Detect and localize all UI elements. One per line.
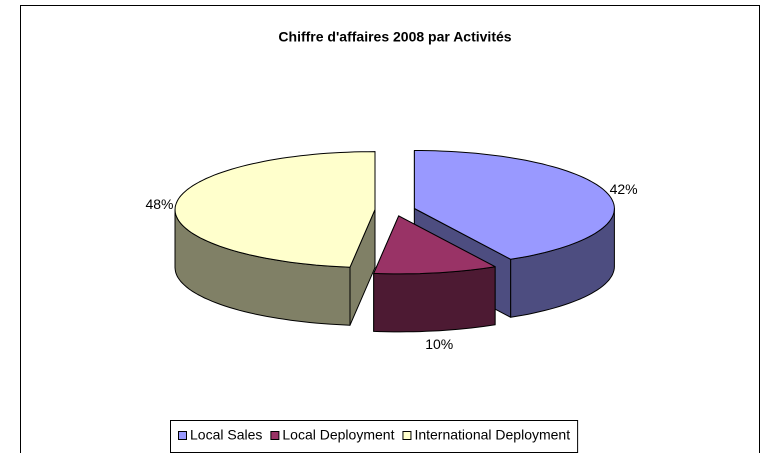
legend-items: Local Sales Local Deployment International… [178, 427, 570, 443]
slice-top [174, 151, 376, 268]
legend-label: Local Deployment [282, 427, 394, 443]
data-label: 42% [610, 181, 638, 197]
data-label: 10% [425, 336, 453, 352]
chart-title: Chiffre d'affaires 2008 par Activités [278, 29, 511, 45]
pie: 42% 10% 48% [145, 150, 638, 352]
legend-label: International Deployment [414, 427, 570, 443]
chart-frame [20, 5, 760, 453]
legend-label: Local Sales [190, 427, 262, 443]
legend-swatch [270, 431, 280, 440]
slice-top [413, 150, 615, 260]
data-label: 48% [145, 196, 173, 212]
slice-wall [373, 266, 496, 333]
legend-swatch [178, 431, 187, 440]
legend-swatch [402, 431, 412, 440]
slice-top [373, 215, 496, 275]
